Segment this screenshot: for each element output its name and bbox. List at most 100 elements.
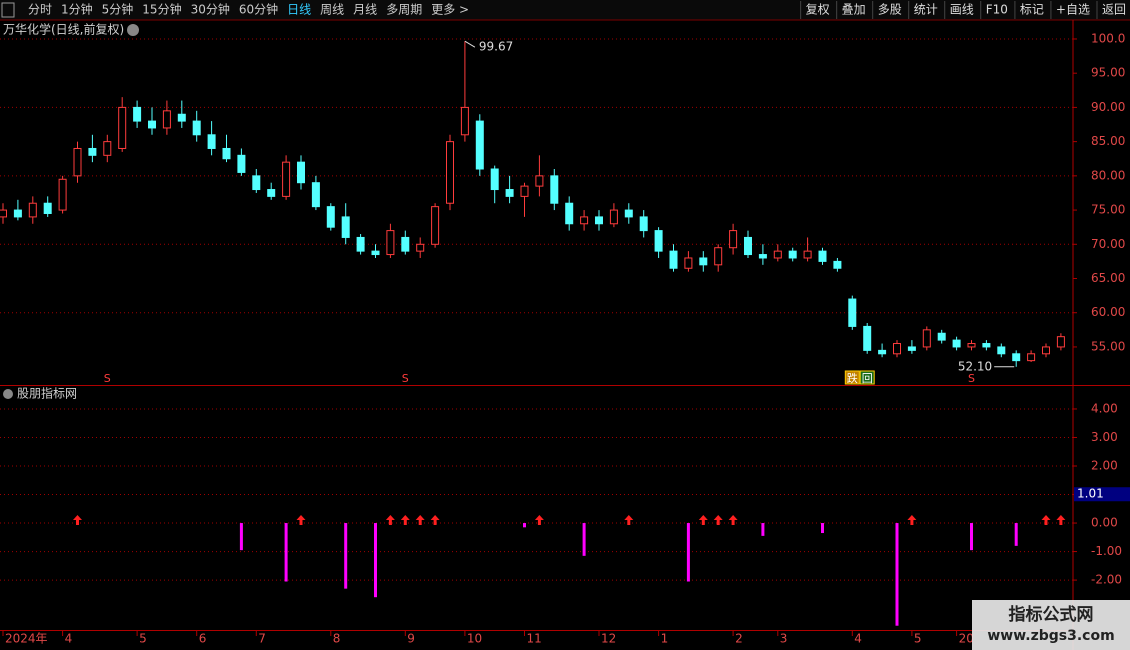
toolbar-tab[interactable]: 周线 bbox=[320, 3, 344, 17]
annotation: 99.67 bbox=[479, 40, 513, 54]
toolbar-tab[interactable]: 分时 bbox=[28, 3, 52, 17]
candle-body bbox=[460, 106, 469, 136]
indicator-icon[interactable] bbox=[3, 389, 13, 399]
signal: 回 bbox=[862, 372, 873, 385]
bar bbox=[821, 523, 824, 534]
toolbar-tab[interactable]: 15分钟 bbox=[142, 2, 181, 17]
candle-body bbox=[609, 209, 618, 225]
candle-body bbox=[654, 230, 663, 252]
toolbar-tab[interactable]: 5分钟 bbox=[102, 2, 134, 17]
candle-body bbox=[133, 106, 142, 122]
bar bbox=[1014, 523, 1018, 546]
candle-body bbox=[848, 298, 857, 327]
signal-arrow bbox=[728, 515, 738, 526]
x-tick-label: 12 bbox=[601, 632, 616, 646]
toolbar-button[interactable]: 多股 bbox=[878, 3, 902, 17]
candle-body bbox=[535, 175, 544, 187]
candle-body bbox=[401, 236, 410, 252]
toolbar-button[interactable]: 统计 bbox=[914, 3, 938, 17]
candle-body bbox=[28, 202, 37, 218]
candle-body bbox=[669, 250, 678, 269]
toolbar-button[interactable]: F10 bbox=[986, 3, 1008, 17]
signal: 跌 bbox=[847, 371, 858, 385]
bar bbox=[374, 523, 377, 598]
bar bbox=[582, 523, 586, 556]
candle-body bbox=[1027, 353, 1036, 362]
y-tick-label: 55.00 bbox=[1091, 339, 1125, 353]
x-tick-label: 11 bbox=[527, 632, 542, 646]
x-tick-label: 8 bbox=[333, 632, 341, 646]
candle-body bbox=[699, 257, 708, 266]
x-tick-label: 5 bbox=[139, 632, 147, 646]
toolbar-tab[interactable]: 多周期 bbox=[386, 3, 422, 17]
bar bbox=[686, 523, 690, 582]
candle-body bbox=[475, 120, 484, 170]
signal-arrow bbox=[907, 515, 917, 526]
candle-body bbox=[341, 216, 350, 238]
candle-body bbox=[58, 178, 67, 211]
y-tick-label: 2.00 bbox=[1091, 459, 1118, 473]
toolbar-button[interactable]: 标记 bbox=[1020, 3, 1044, 17]
candle-body bbox=[997, 346, 1006, 355]
candle-body bbox=[863, 325, 872, 351]
candle-body bbox=[207, 134, 216, 149]
toolbar-tab[interactable]: 60分钟 bbox=[239, 2, 278, 17]
x-tick-label: 20 bbox=[959, 632, 974, 646]
candle-body bbox=[639, 216, 648, 232]
toolbar-button[interactable] bbox=[1, 2, 15, 18]
x-tick-label: 6 bbox=[199, 632, 207, 646]
candle-body bbox=[744, 236, 752, 256]
toolbar-button[interactable]: 画线 bbox=[950, 3, 974, 17]
candle-body bbox=[222, 147, 231, 160]
candle-body bbox=[922, 329, 931, 348]
candle-body bbox=[818, 250, 827, 262]
toolbar-tab[interactable]: 更多 > bbox=[431, 3, 469, 17]
candle-body bbox=[878, 349, 887, 355]
candle-body bbox=[446, 141, 454, 204]
toolbar-button[interactable]: 复权 bbox=[806, 3, 830, 17]
bar bbox=[523, 523, 526, 528]
candle-body bbox=[43, 202, 52, 214]
x-tick-label: 9 bbox=[407, 632, 415, 646]
signal-arrow bbox=[1041, 515, 1051, 526]
candle-body bbox=[356, 236, 365, 252]
candle-body bbox=[431, 206, 440, 245]
signal: S bbox=[402, 372, 409, 385]
y-tick-label: 85.00 bbox=[1091, 134, 1125, 148]
x-tick-label: 4 bbox=[854, 632, 862, 646]
candle-body bbox=[833, 260, 842, 269]
toolbar-bg bbox=[0, 0, 1130, 20]
toolbar-button[interactable]: +自选 bbox=[1056, 3, 1090, 17]
x-tick-label: 7 bbox=[258, 632, 266, 646]
toolbar-tab[interactable]: 月线 bbox=[353, 3, 377, 17]
candle-body bbox=[1042, 346, 1050, 355]
toolbar-button[interactable]: 返回 bbox=[1102, 3, 1126, 17]
bar bbox=[239, 523, 243, 551]
toolbar-button[interactable]: 叠加 bbox=[842, 3, 866, 17]
y-tick-label: 0.00 bbox=[1091, 516, 1118, 530]
signal-arrow bbox=[534, 515, 544, 526]
signal-box bbox=[844, 370, 860, 385]
bar bbox=[284, 523, 288, 582]
watermark-bg bbox=[972, 600, 1130, 650]
title-icon[interactable] bbox=[127, 24, 139, 36]
candle-body bbox=[1056, 336, 1065, 348]
candle-body bbox=[1012, 353, 1021, 362]
annotation-arrow bbox=[464, 40, 476, 48]
candle-body bbox=[103, 141, 112, 156]
toolbar-tab[interactable]: 30分钟 bbox=[191, 2, 230, 17]
toolbar-tab[interactable]: 1分钟 bbox=[61, 2, 93, 17]
bar bbox=[344, 523, 348, 589]
toolbar-tab[interactable]: 日线 bbox=[287, 3, 311, 17]
watermark-title: 指标公式网 bbox=[1009, 604, 1094, 625]
y-tick-label: 70.00 bbox=[1091, 237, 1125, 251]
candle-body bbox=[73, 147, 82, 177]
bar bbox=[970, 523, 973, 551]
x-tick-label: 10 bbox=[467, 632, 482, 646]
signal-arrow bbox=[624, 515, 634, 526]
bar bbox=[761, 523, 765, 536]
signal: S bbox=[104, 372, 111, 385]
candle-body bbox=[162, 110, 171, 129]
candle-body bbox=[788, 250, 797, 259]
